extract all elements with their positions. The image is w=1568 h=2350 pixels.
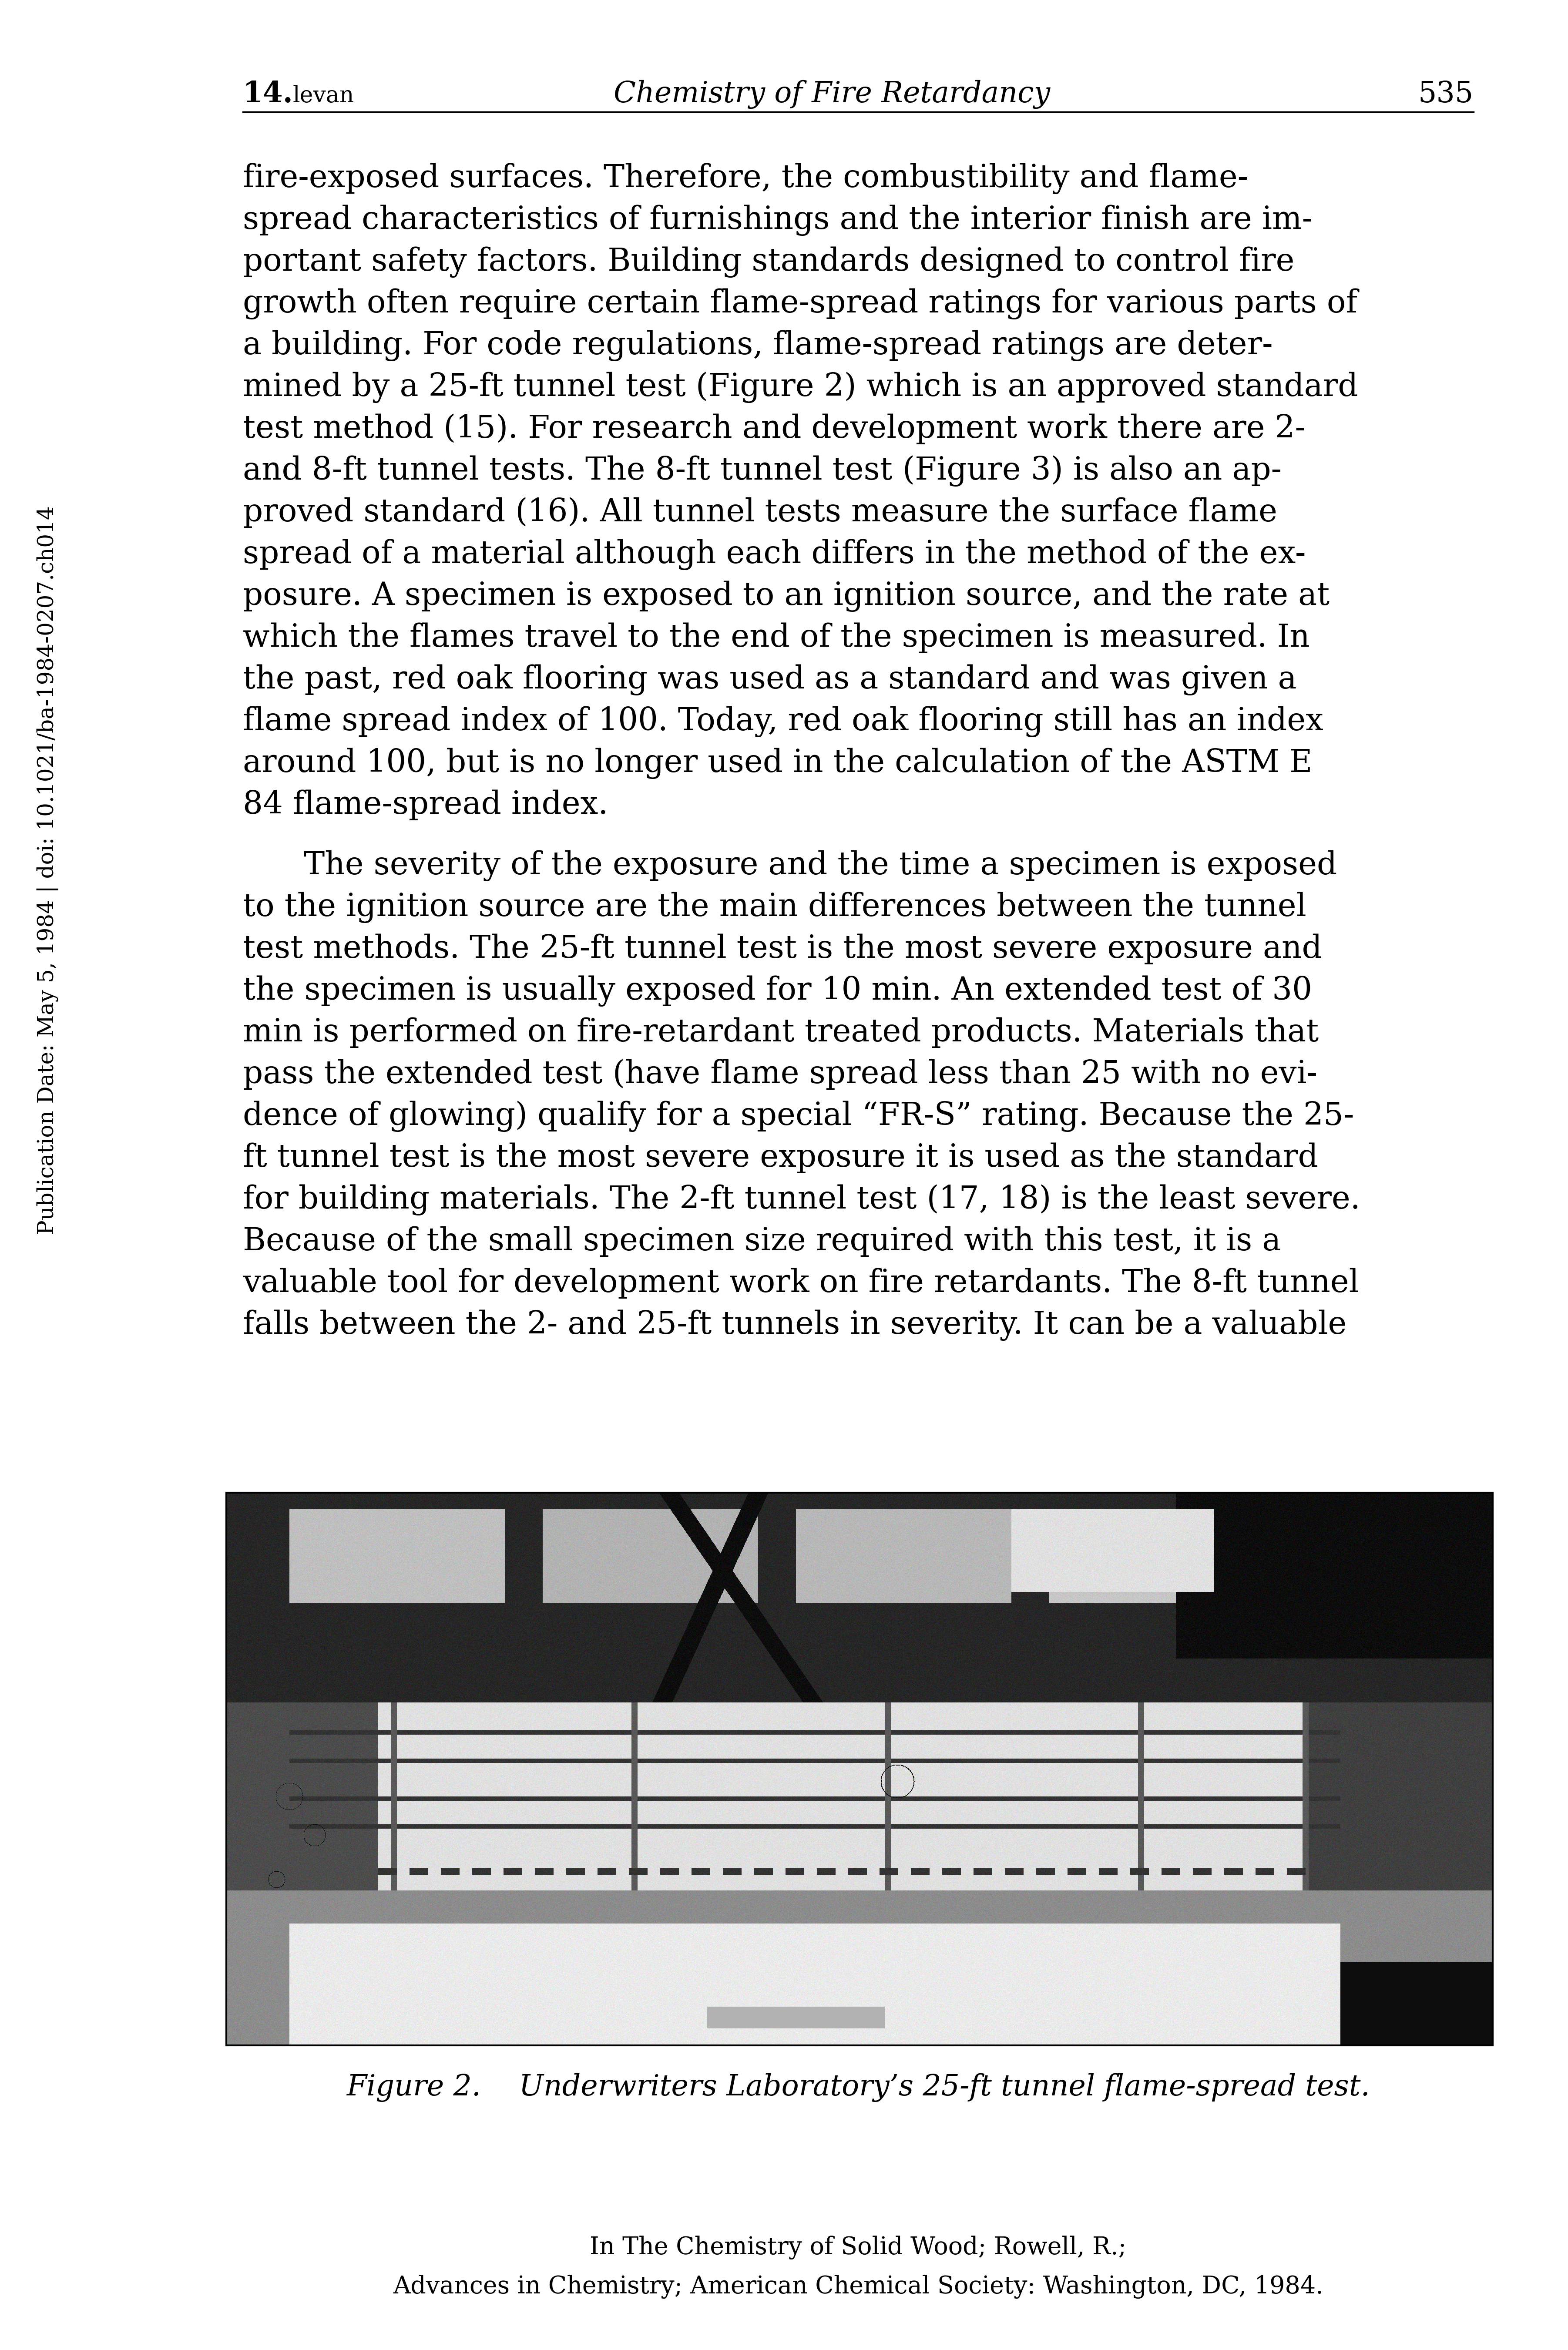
Text: the past, red oak flooring was used as a standard and was given a: the past, red oak flooring was used as a… <box>243 665 1297 696</box>
Text: 84 flame-spread index.: 84 flame-spread index. <box>243 790 608 820</box>
Text: In The Chemistry of Solid Wood; Rowell, R.;: In The Chemistry of Solid Wood; Rowell, … <box>590 2235 1126 2258</box>
Text: The severity of the exposure and the time a specimen is exposed: The severity of the exposure and the tim… <box>304 851 1338 881</box>
Text: Advances in Chemistry; American Chemical Society: Washington, DC, 1984.: Advances in Chemistry; American Chemical… <box>394 2275 1323 2298</box>
Text: test method (15). For research and development work there are 2-: test method (15). For research and devel… <box>243 414 1306 444</box>
Text: growth often require certain flame-spread ratings for various parts of: growth often require certain flame-sprea… <box>243 289 1358 320</box>
Bar <box>226 1492 1493 2044</box>
Text: Chemistry of Fire Retardancy: Chemistry of Fire Retardancy <box>613 80 1051 108</box>
Text: 14.: 14. <box>243 80 293 108</box>
Text: the specimen is usually exposed for 10 min. An extended test of 30: the specimen is usually exposed for 10 m… <box>243 975 1312 1006</box>
Text: Publication Date: May 5, 1984 | doi: 10.1021/ba-1984-0207.ch014: Publication Date: May 5, 1984 | doi: 10.… <box>38 505 60 1234</box>
Text: levan: levan <box>293 85 354 108</box>
Text: dence of glowing) qualify for a special “FR-S” rating. Because the 25-: dence of glowing) qualify for a special … <box>243 1100 1355 1133</box>
Text: posure. A specimen is exposed to an ignition source, and the rate at: posure. A specimen is exposed to an igni… <box>243 580 1330 611</box>
Text: portant safety factors. Building standards designed to control fire: portant safety factors. Building standar… <box>243 247 1295 277</box>
Text: min is performed on fire-retardant treated products. Materials that: min is performed on fire-retardant treat… <box>243 1018 1319 1048</box>
Text: falls between the 2- and 25-ft tunnels in severity. It can be a valuable: falls between the 2- and 25-ft tunnels i… <box>243 1309 1347 1342</box>
Text: fire-exposed surfaces. Therefore, the combustibility and flame-: fire-exposed surfaces. Therefore, the co… <box>243 162 1248 195</box>
Text: spread of a material although each differs in the method of the ex-: spread of a material although each diffe… <box>243 538 1306 571</box>
Text: for building materials. The 2-ft tunnel test (17, 18) is the least severe.: for building materials. The 2-ft tunnel … <box>243 1184 1361 1215</box>
Text: 535: 535 <box>1417 80 1474 108</box>
Text: around 100, but is no longer used in the calculation of the ASTM E: around 100, but is no longer used in the… <box>243 747 1312 778</box>
Text: ft tunnel test is the most severe exposure it is used as the standard: ft tunnel test is the most severe exposu… <box>243 1142 1319 1173</box>
Text: pass the extended test (have flame spread less than 25 with no evi-: pass the extended test (have flame sprea… <box>243 1060 1317 1090</box>
Text: valuable tool for development work on fire retardants. The 8-ft tunnel: valuable tool for development work on fi… <box>243 1269 1359 1300</box>
Text: spread characteristics of furnishings and the interior finish are im-: spread characteristics of furnishings an… <box>243 204 1312 235</box>
Text: a building. For code regulations, flame-spread ratings are deter-: a building. For code regulations, flame-… <box>243 329 1273 362</box>
Text: and 8-ft tunnel tests. The 8-ft tunnel test (Figure 3) is also an ap-: and 8-ft tunnel tests. The 8-ft tunnel t… <box>243 456 1281 486</box>
Text: to the ignition source are the main differences between the tunnel: to the ignition source are the main diff… <box>243 893 1306 924</box>
Text: test methods. The 25-ft tunnel test is the most severe exposure and: test methods. The 25-ft tunnel test is t… <box>243 933 1322 964</box>
Text: proved standard (16). All tunnel tests measure the surface flame: proved standard (16). All tunnel tests m… <box>243 498 1278 529</box>
Text: Because of the small specimen size required with this test, it is a: Because of the small specimen size requi… <box>243 1227 1281 1257</box>
Text: Figure 2.  Underwriters Laboratory’s 25-ft tunnel flame-spread test.: Figure 2. Underwriters Laboratory’s 25-f… <box>347 2073 1370 2101</box>
Text: mined by a 25-ft tunnel test (Figure 2) which is an approved standard: mined by a 25-ft tunnel test (Figure 2) … <box>243 371 1358 402</box>
Text: flame spread index of 100. Today, red oak flooring still has an index: flame spread index of 100. Today, red oa… <box>243 705 1323 738</box>
Text: which the flames travel to the end of the specimen is measured. In: which the flames travel to the end of th… <box>243 623 1309 653</box>
